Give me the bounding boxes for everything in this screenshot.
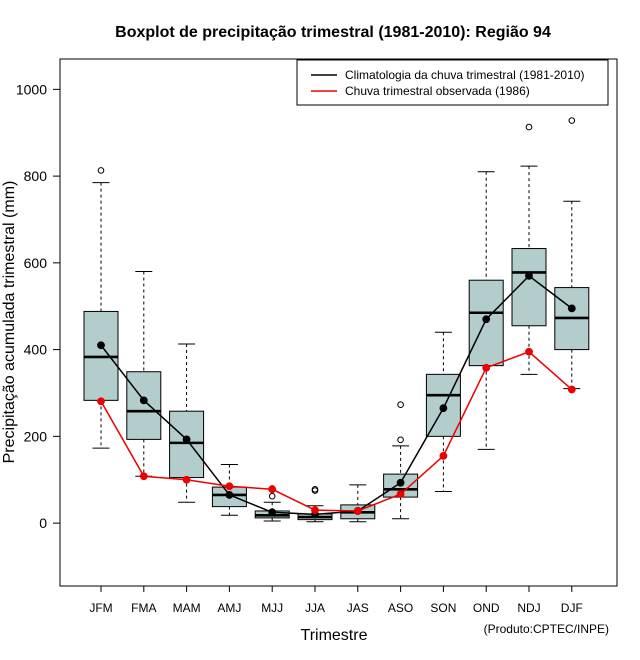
x-tick-label: JAS [347, 601, 369, 615]
y-tick-label: 1000 [16, 81, 47, 97]
series-point-climatology [396, 478, 405, 487]
series-point-observed [396, 490, 405, 498]
x-axis-label: Trimestre [301, 627, 368, 644]
y-tick-label: 400 [24, 342, 48, 358]
series-point-climatology [567, 304, 576, 313]
y-tick-label: 0 [39, 515, 47, 531]
x-tick-label: MJJ [261, 601, 283, 615]
series-point-observed [268, 485, 277, 494]
series-point-observed [139, 472, 148, 481]
outlier-point [568, 117, 576, 124]
box-mam [169, 343, 205, 503]
series-lines [97, 271, 576, 519]
series-point-climatology [482, 315, 491, 324]
series-point-observed [353, 507, 362, 515]
x-tick-label: ASO [388, 601, 413, 615]
series-point-climatology [97, 341, 105, 350]
series-point-climatology [525, 271, 533, 280]
legend: Climatologia da chuva trimestral (1981-2… [296, 59, 609, 106]
series-point-climatology [225, 491, 234, 499]
x-tick-label: JJA [305, 601, 325, 615]
y-axis-label: Precipitação acumulada trimestral (mm) [1, 181, 18, 464]
outlier-point [97, 167, 105, 174]
box-body [126, 371, 162, 440]
x-tick-label: NDJ [517, 601, 540, 615]
series-point-observed [482, 363, 491, 372]
y-tick-label: 600 [24, 255, 48, 271]
series-point-observed [439, 451, 448, 460]
series-point-climatology [439, 404, 448, 413]
series-point-observed [525, 347, 533, 356]
series-point-observed [311, 506, 319, 514]
series-point-climatology [139, 396, 148, 405]
x-tick-label: AMJ [217, 601, 241, 615]
y-tick-label: 200 [24, 428, 48, 444]
outlier-point [397, 436, 404, 444]
x-tick-label: JFM [89, 601, 112, 615]
chart-title: Boxplot de precipitação trimestral (1981… [115, 24, 551, 41]
box-fma [126, 271, 162, 477]
y-tick-label: 800 [24, 168, 48, 184]
legend-label-climatology: Climatologia da chuva trimestral (1981-2… [345, 68, 584, 82]
legend-label-observed: Chuva trimestral observada (1986) [345, 84, 530, 98]
x-tick-label: OND [473, 601, 500, 615]
x-tick-label: FMA [131, 601, 156, 615]
legend-box [296, 59, 609, 106]
series-line-observed [100, 350, 573, 512]
series-point-observed [567, 385, 576, 394]
x-tick-label: DJF [561, 601, 583, 615]
x-axis: JFM FMA MAM AMJ MJJ JJA JAS ASO SON OND NDJ DJF [89, 586, 583, 615]
outlier-point [525, 123, 533, 131]
boxes [83, 117, 590, 523]
series-line-climatology [100, 274, 573, 516]
outlier-point [268, 492, 276, 500]
series-point-climatology [268, 508, 277, 517]
series-point-observed [225, 482, 234, 491]
series-point-observed [97, 397, 105, 406]
outlier-point [397, 401, 404, 408]
outlier-point [311, 487, 319, 494]
box-body [169, 410, 205, 479]
credit-text: (Produto:CPTEC/INPE) [484, 622, 609, 636]
x-tick-label: MAM [173, 601, 201, 615]
y-axis: 0 200 400 600 800 1000 [16, 81, 60, 531]
series-point-observed [182, 475, 191, 484]
x-tick-label: SON [430, 601, 456, 615]
series-point-climatology [182, 435, 191, 444]
